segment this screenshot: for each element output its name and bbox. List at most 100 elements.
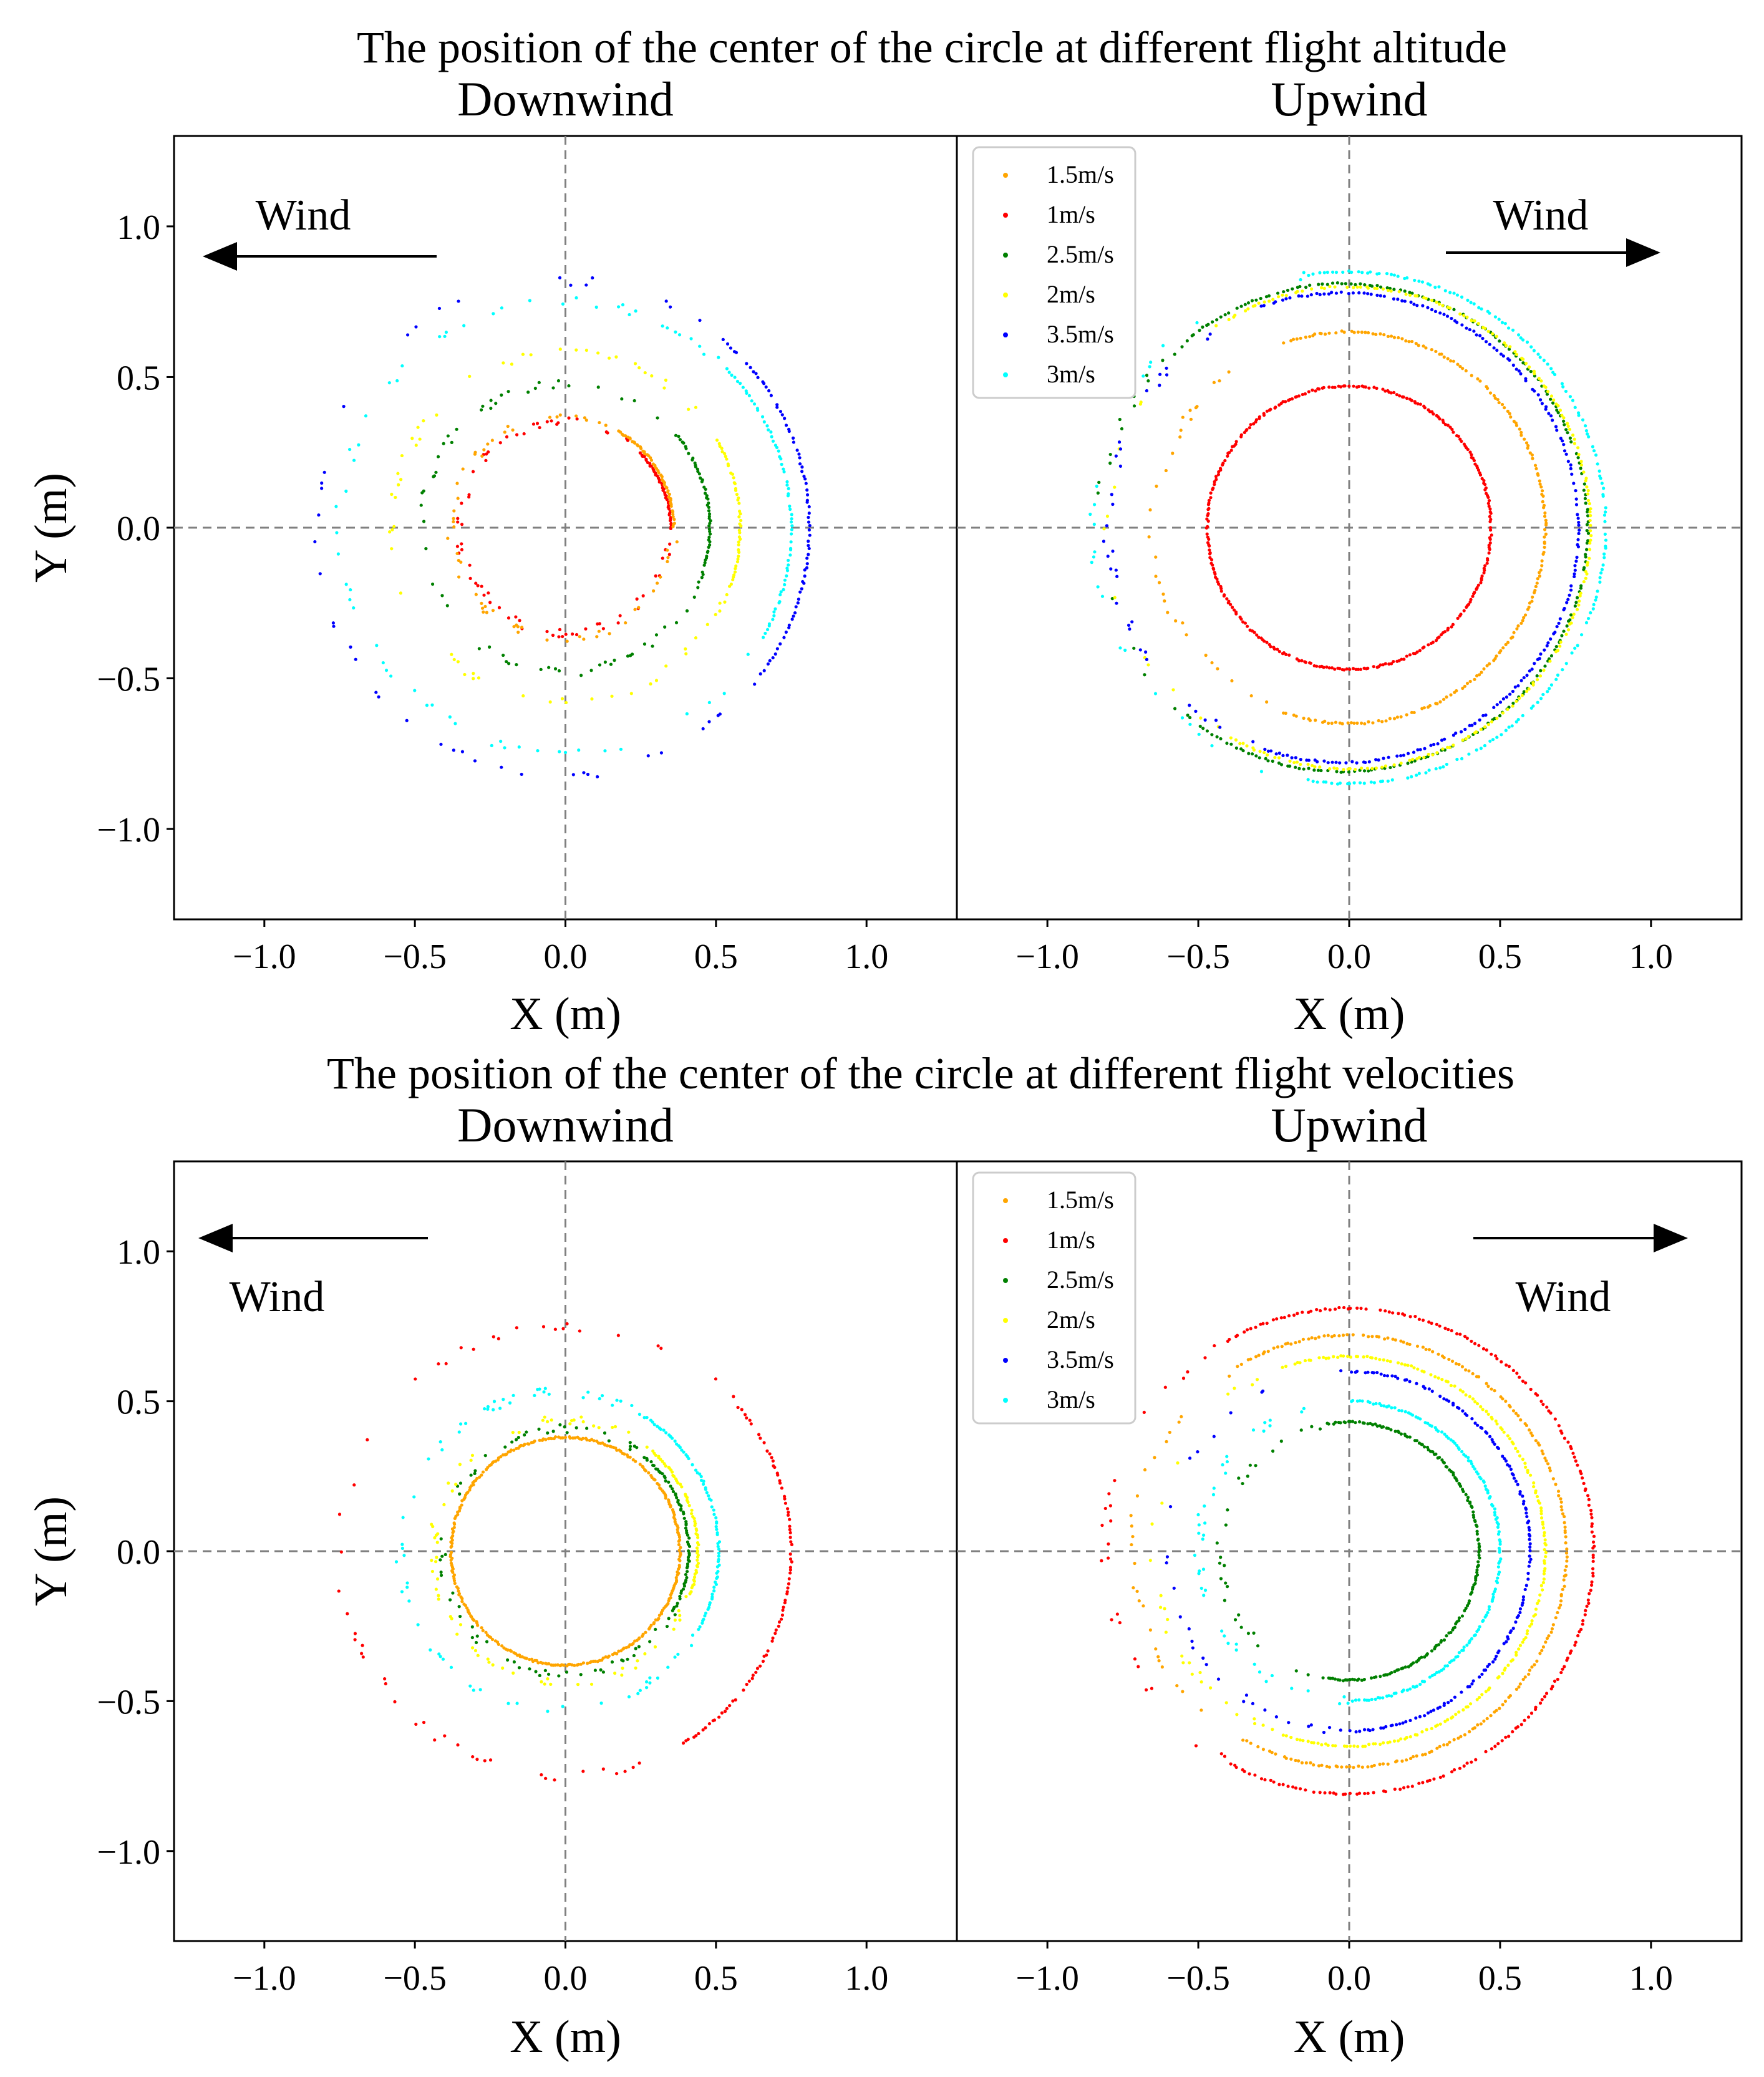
data-point — [1092, 503, 1097, 506]
data-point — [1249, 1741, 1253, 1745]
data-point — [708, 521, 712, 525]
data-point — [1463, 1609, 1466, 1613]
data-point — [1589, 523, 1592, 527]
data-point — [1148, 508, 1152, 512]
data-point — [1553, 1417, 1557, 1421]
data-point — [1576, 516, 1580, 520]
data-point — [1258, 1670, 1262, 1674]
data-point — [674, 433, 678, 437]
data-point — [734, 487, 738, 491]
data-point — [533, 1393, 536, 1397]
data-point — [684, 1579, 688, 1582]
data-point — [439, 1537, 443, 1541]
data-point — [1299, 278, 1302, 282]
data-point — [1528, 1428, 1531, 1432]
data-point — [1342, 1695, 1346, 1699]
data-point — [659, 751, 664, 755]
data-point — [1158, 384, 1161, 387]
data-point — [800, 465, 804, 469]
data-point — [446, 536, 450, 540]
data-point — [451, 1571, 455, 1574]
legend-label: 3m/s — [1047, 1385, 1095, 1413]
data-point — [640, 453, 644, 457]
data-point — [1277, 761, 1281, 765]
data-point — [695, 1564, 699, 1567]
data-point — [1251, 1428, 1256, 1432]
data-point — [1511, 689, 1515, 694]
data-point — [1378, 1763, 1382, 1766]
data-point — [1493, 1587, 1497, 1591]
data-point — [515, 1326, 518, 1330]
data-point — [1563, 1525, 1567, 1529]
data-point — [579, 1673, 583, 1677]
data-point — [807, 540, 810, 543]
data-point — [1107, 1556, 1110, 1560]
data-point — [749, 366, 752, 369]
data-point — [1475, 674, 1479, 678]
data-point — [1418, 1715, 1422, 1718]
data-point — [1476, 1560, 1480, 1564]
legend-label: 2.5m/s — [1047, 240, 1114, 268]
data-point — [1294, 395, 1297, 399]
data-point — [1562, 419, 1566, 423]
data-point — [1111, 550, 1115, 553]
data-point — [1234, 738, 1238, 742]
data-point — [686, 1737, 690, 1741]
data-point — [1374, 1402, 1378, 1405]
data-point — [1528, 1549, 1532, 1552]
data-point — [1562, 1578, 1566, 1582]
data-point — [1395, 715, 1399, 719]
data-point — [1208, 544, 1211, 548]
data-point — [1465, 1337, 1469, 1340]
data-point — [1339, 290, 1343, 294]
data-point — [1556, 673, 1560, 677]
data-point — [1435, 1746, 1439, 1750]
data-point — [381, 661, 385, 665]
data-point — [745, 1682, 749, 1687]
data-point — [699, 1478, 704, 1483]
data-point — [352, 1483, 356, 1487]
data-point — [517, 745, 521, 749]
data-point — [1166, 611, 1170, 614]
data-point — [1581, 418, 1585, 422]
data-point — [1586, 563, 1589, 567]
data-point — [1418, 1682, 1422, 1686]
data-point — [1450, 1329, 1453, 1333]
data-point — [520, 626, 524, 629]
data-point — [1437, 1376, 1440, 1380]
data-point — [1539, 485, 1543, 489]
data-point — [1375, 286, 1379, 291]
data-point — [1456, 616, 1460, 620]
data-point — [1488, 510, 1492, 514]
data-point — [1196, 1513, 1200, 1517]
data-point — [452, 657, 456, 662]
data-point — [462, 324, 466, 327]
data-point — [1539, 1509, 1543, 1513]
data-point — [1408, 1315, 1412, 1319]
data-point — [1431, 641, 1435, 644]
data-point — [1239, 304, 1243, 308]
data-point — [707, 527, 711, 531]
data-point — [387, 381, 391, 385]
data-point — [483, 1454, 487, 1458]
data-point — [1440, 1354, 1445, 1358]
data-point — [732, 1395, 735, 1398]
data-point — [1585, 529, 1589, 533]
data-point — [538, 1438, 541, 1442]
y-tick-label: 0.5 — [117, 359, 160, 397]
data-point — [767, 389, 771, 393]
y-tick-label: 0.5 — [117, 1383, 160, 1422]
x-tick-label: 0.0 — [1327, 937, 1371, 976]
data-point — [1417, 1781, 1421, 1785]
data-point — [737, 548, 740, 552]
data-point — [787, 487, 790, 490]
wind-annotation: Wind — [203, 191, 437, 271]
data-point — [1304, 335, 1307, 339]
data-point — [689, 337, 693, 341]
data-point — [1191, 1646, 1195, 1650]
data-point — [1423, 1752, 1427, 1756]
data-point — [644, 457, 648, 461]
data-point — [1438, 1395, 1442, 1398]
data-point — [671, 509, 674, 513]
data-point — [1589, 514, 1592, 518]
